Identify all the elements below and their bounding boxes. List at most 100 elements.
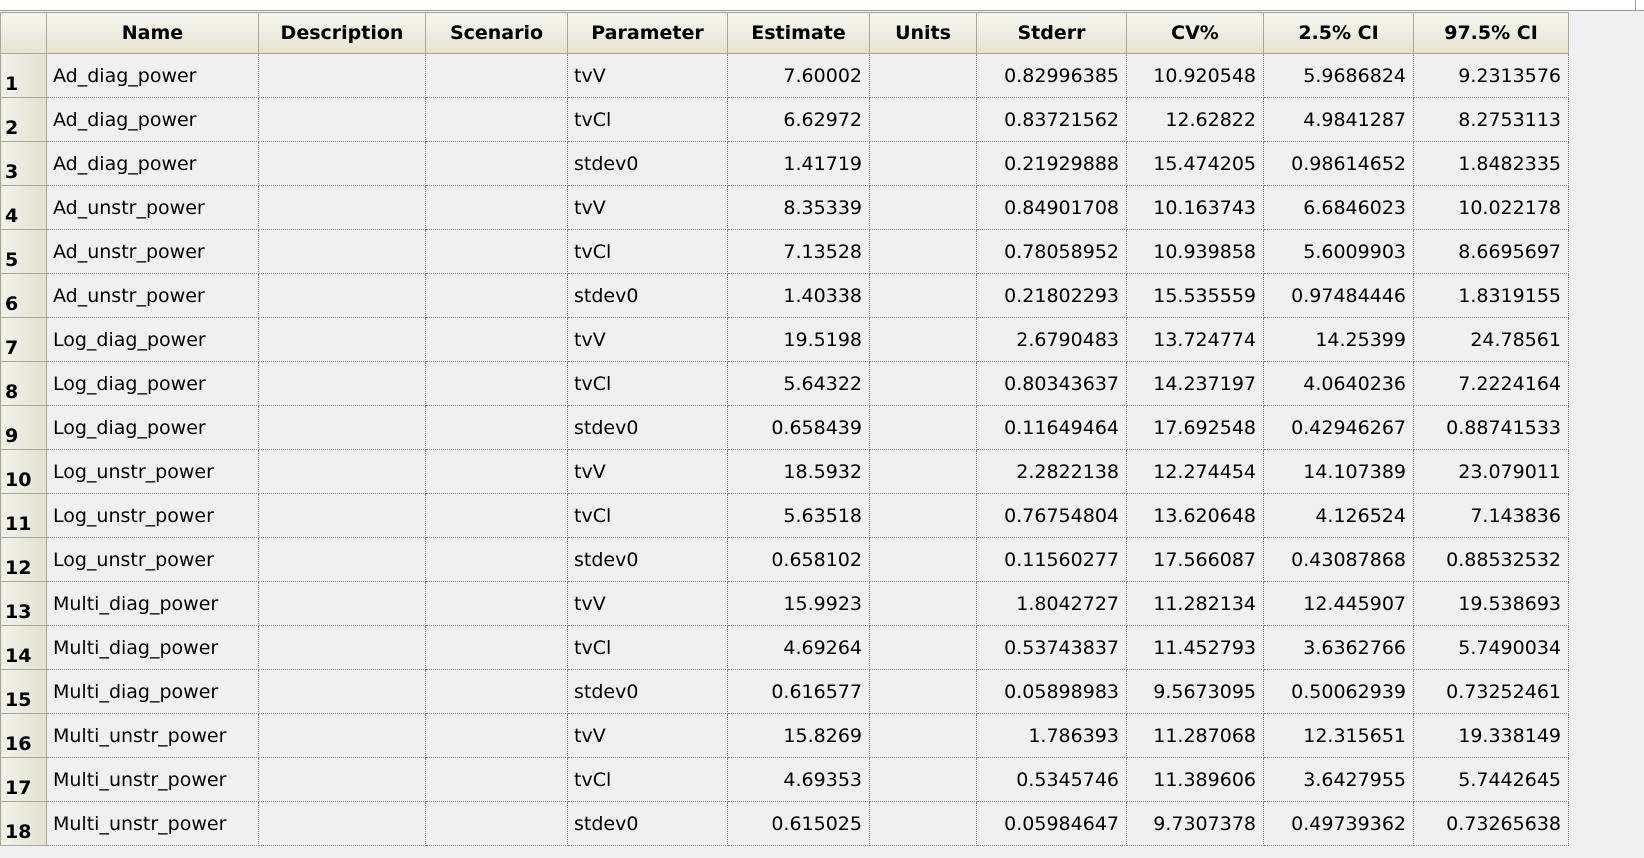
cell-ci-high[interactable]: 7.143836 <box>1413 493 1569 538</box>
cell-estimate[interactable]: 7.60002 <box>727 53 870 98</box>
cell-ci-high[interactable]: 9.2313576 <box>1413 53 1569 98</box>
column-header-cv[interactable]: CV% <box>1126 12 1264 54</box>
cell-ci-low[interactable]: 3.6427955 <box>1263 757 1414 802</box>
cell-stderr[interactable]: 0.84901708 <box>976 185 1127 230</box>
cell-parameter[interactable]: tvV <box>567 449 728 494</box>
cell-stderr[interactable]: 0.5345746 <box>976 757 1127 802</box>
cell-ci-high[interactable]: 24.78561 <box>1413 317 1569 362</box>
cell-units[interactable] <box>869 273 977 318</box>
cell-estimate[interactable]: 15.9923 <box>727 581 870 626</box>
cell-ci-high[interactable]: 5.7442645 <box>1413 757 1569 802</box>
cell-parameter[interactable]: tvCl <box>567 97 728 142</box>
cell-stderr[interactable]: 1.786393 <box>976 713 1127 758</box>
cell-ci-low[interactable]: 6.6846023 <box>1263 185 1414 230</box>
cell-cv[interactable]: 13.620648 <box>1126 493 1264 538</box>
cell-ci-high[interactable]: 8.2753113 <box>1413 97 1569 142</box>
cell-ci-high[interactable]: 0.73265638 <box>1413 801 1569 846</box>
cell-parameter[interactable]: tvV <box>567 713 728 758</box>
cell-ci-low[interactable]: 0.50062939 <box>1263 669 1414 714</box>
table-row[interactable]: 16 Multi_unstr_power tvV 15.8269 1.786393 11.… <box>0 713 1569 758</box>
cell-name[interactable]: Multi_diag_power <box>46 625 259 670</box>
cell-ci-low[interactable]: 0.97484446 <box>1263 273 1414 318</box>
cell-estimate[interactable]: 5.63518 <box>727 493 870 538</box>
cell-parameter[interactable]: stdev0 <box>567 801 728 846</box>
cell-parameter[interactable]: tvCl <box>567 361 728 406</box>
cell-ci-high[interactable]: 7.2224164 <box>1413 361 1569 406</box>
cell-units[interactable] <box>869 141 977 186</box>
cell-stderr[interactable]: 0.53743837 <box>976 625 1127 670</box>
column-header-ci-low[interactable]: 2.5% CI <box>1263 12 1414 54</box>
cell-cv[interactable]: 11.389606 <box>1126 757 1264 802</box>
row-number[interactable]: 10 <box>0 449 47 494</box>
cell-cv[interactable]: 10.163743 <box>1126 185 1264 230</box>
cell-scenario[interactable] <box>425 757 568 802</box>
column-header-name[interactable]: Name <box>46 12 259 54</box>
cell-cv[interactable]: 9.7307378 <box>1126 801 1264 846</box>
cell-scenario[interactable] <box>425 449 568 494</box>
cell-name[interactable]: Ad_unstr_power <box>46 229 259 274</box>
cell-scenario[interactable] <box>425 53 568 98</box>
cell-scenario[interactable] <box>425 361 568 406</box>
table-row[interactable]: 12 Log_unstr_power stdev0 0.658102 0.1156027… <box>0 537 1569 582</box>
cell-cv[interactable]: 13.724774 <box>1126 317 1264 362</box>
row-number[interactable]: 7 <box>0 317 47 362</box>
cell-stderr[interactable]: 0.11649464 <box>976 405 1127 450</box>
cell-cv[interactable]: 12.62822 <box>1126 97 1264 142</box>
cell-scenario[interactable] <box>425 317 568 362</box>
cell-ci-low[interactable]: 0.42946267 <box>1263 405 1414 450</box>
cell-cv[interactable]: 9.5673095 <box>1126 669 1264 714</box>
row-number[interactable]: 6 <box>0 273 47 318</box>
cell-ci-low[interactable]: 4.0640236 <box>1263 361 1414 406</box>
row-number[interactable]: 9 <box>0 405 47 450</box>
cell-description[interactable] <box>258 53 426 98</box>
column-header-parameter[interactable]: Parameter <box>567 12 728 54</box>
cell-estimate[interactable]: 0.658102 <box>727 537 870 582</box>
row-number[interactable]: 2 <box>0 97 47 142</box>
cell-cv[interactable]: 10.920548 <box>1126 53 1264 98</box>
cell-ci-high[interactable]: 1.8319155 <box>1413 273 1569 318</box>
row-number[interactable]: 11 <box>0 493 47 538</box>
select-all-corner[interactable] <box>0 12 47 54</box>
cell-scenario[interactable] <box>425 405 568 450</box>
cell-ci-low[interactable]: 0.49739362 <box>1263 801 1414 846</box>
cell-units[interactable] <box>869 625 977 670</box>
cell-estimate[interactable]: 0.616577 <box>727 669 870 714</box>
cell-description[interactable] <box>258 449 426 494</box>
cell-units[interactable] <box>869 713 977 758</box>
cell-scenario[interactable] <box>425 537 568 582</box>
table-row[interactable]: 4 Ad_unstr_power tvV 8.35339 0.84901708 10.16… <box>0 185 1569 230</box>
table-row[interactable]: 7 Log_diag_power tvV 19.5198 2.6790483 13.724… <box>0 317 1569 362</box>
cell-stderr[interactable]: 0.21802293 <box>976 273 1127 318</box>
row-number[interactable]: 8 <box>0 361 47 406</box>
row-number[interactable]: 14 <box>0 625 47 670</box>
cell-cv[interactable]: 11.452793 <box>1126 625 1264 670</box>
cell-description[interactable] <box>258 537 426 582</box>
cell-description[interactable] <box>258 141 426 186</box>
table-row[interactable]: 18 Multi_unstr_power stdev0 0.615025 0.05984… <box>0 801 1569 846</box>
row-number[interactable]: 3 <box>0 141 47 186</box>
cell-units[interactable] <box>869 97 977 142</box>
cell-name[interactable]: Ad_unstr_power <box>46 273 259 318</box>
cell-name[interactable]: Ad_diag_power <box>46 53 259 98</box>
cell-scenario[interactable] <box>425 97 568 142</box>
cell-stderr[interactable]: 0.80343637 <box>976 361 1127 406</box>
cell-parameter[interactable]: stdev0 <box>567 273 728 318</box>
cell-ci-high[interactable]: 5.7490034 <box>1413 625 1569 670</box>
cell-description[interactable] <box>258 317 426 362</box>
cell-name[interactable]: Multi_unstr_power <box>46 801 259 846</box>
cell-estimate[interactable]: 0.658439 <box>727 405 870 450</box>
cell-name[interactable]: Multi_unstr_power <box>46 713 259 758</box>
row-number[interactable]: 12 <box>0 537 47 582</box>
cell-ci-high[interactable]: 0.73252461 <box>1413 669 1569 714</box>
table-row[interactable]: 17 Multi_unstr_power tvCl 4.69353 0.5345746 1… <box>0 757 1569 802</box>
cell-description[interactable] <box>258 493 426 538</box>
cell-scenario[interactable] <box>425 185 568 230</box>
column-header-estimate[interactable]: Estimate <box>727 12 870 54</box>
cell-units[interactable] <box>869 317 977 362</box>
cell-cv[interactable]: 15.474205 <box>1126 141 1264 186</box>
cell-units[interactable] <box>869 581 977 626</box>
table-row[interactable]: 3 Ad_diag_power stdev0 1.41719 0.21929888 15.… <box>0 141 1569 186</box>
table-row[interactable]: 10 Log_unstr_power tvV 18.5932 2.2822138 12.2… <box>0 449 1569 494</box>
cell-ci-high[interactable]: 0.88741533 <box>1413 405 1569 450</box>
cell-description[interactable] <box>258 757 426 802</box>
